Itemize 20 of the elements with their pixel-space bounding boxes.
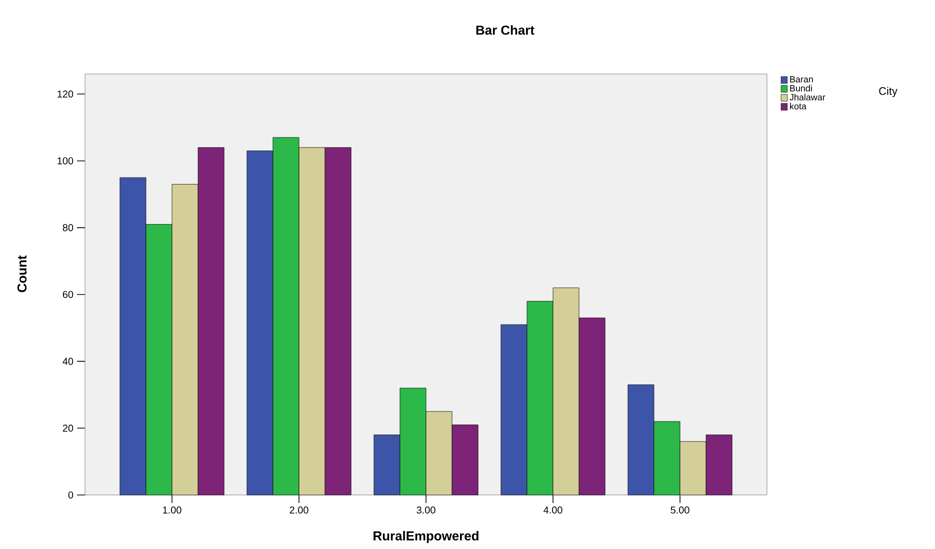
legend-label: Jhalawar bbox=[790, 94, 826, 100]
x-tick-label: 1.00 bbox=[163, 506, 182, 514]
legend-label: kota bbox=[790, 102, 806, 110]
x-tick-label: 3.00 bbox=[416, 506, 436, 514]
y-tick-label: 120 bbox=[58, 90, 74, 98]
x-axis-title: RuralEmpowered bbox=[374, 530, 478, 544]
y-tick-label: 40 bbox=[62, 358, 74, 365]
y-tick-label: 100 bbox=[58, 157, 74, 164]
legend-label: Baran bbox=[790, 76, 813, 82]
y-tick-label: 80 bbox=[62, 224, 74, 232]
y-axis-title: Count bbox=[17, 255, 27, 292]
chart-title: Bar Chart bbox=[476, 25, 534, 35]
legend-label: Bundi bbox=[790, 84, 812, 92]
x-tick-label: 5.00 bbox=[670, 506, 690, 514]
y-tick-label: 60 bbox=[62, 290, 74, 298]
y-tick-label: 20 bbox=[62, 424, 74, 432]
x-tick-label: 2.00 bbox=[290, 506, 308, 514]
legend-title: City bbox=[879, 86, 898, 98]
x-tick-label: 4.00 bbox=[544, 506, 562, 514]
y-tick-label: 0 bbox=[68, 491, 74, 499]
